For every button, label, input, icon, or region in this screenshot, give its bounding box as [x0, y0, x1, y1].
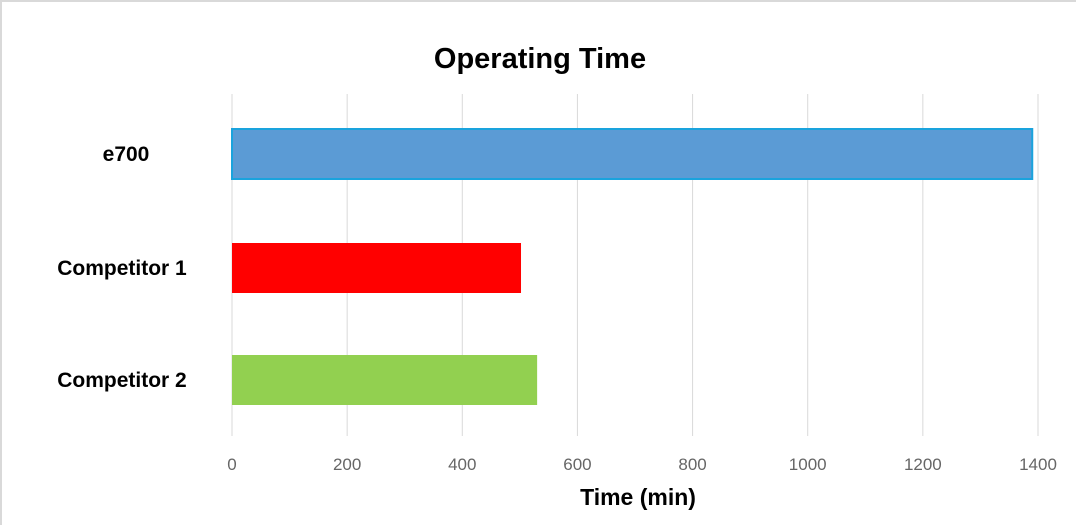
bars [231, 128, 1034, 405]
x-tick-labels: 0 200 400 600 800 1000 1200 1400 [227, 455, 1057, 474]
category-label: Competitor 1 [57, 257, 187, 280]
x-axis-title: Time (min) [580, 484, 696, 510]
bar-competitor-2 [232, 355, 538, 405]
x-tick-label: 600 [563, 455, 591, 474]
x-tick-label: 800 [678, 455, 706, 474]
bar-competitor-1 [232, 243, 522, 293]
x-tick-label: 200 [333, 455, 361, 474]
x-tick-label: 0 [227, 455, 236, 474]
x-tick-label: 1400 [1019, 455, 1057, 474]
category-labels: e700 Competitor 1 Competitor 2 [57, 143, 187, 392]
x-tick-label: 1200 [904, 455, 942, 474]
x-tick-label: 1000 [789, 455, 827, 474]
category-label: Competitor 2 [57, 369, 187, 392]
bar-e700 [231, 128, 1034, 180]
x-tick-label: 400 [448, 455, 476, 474]
category-label: e700 [103, 143, 150, 166]
chart-title: Operating Time [434, 43, 646, 75]
